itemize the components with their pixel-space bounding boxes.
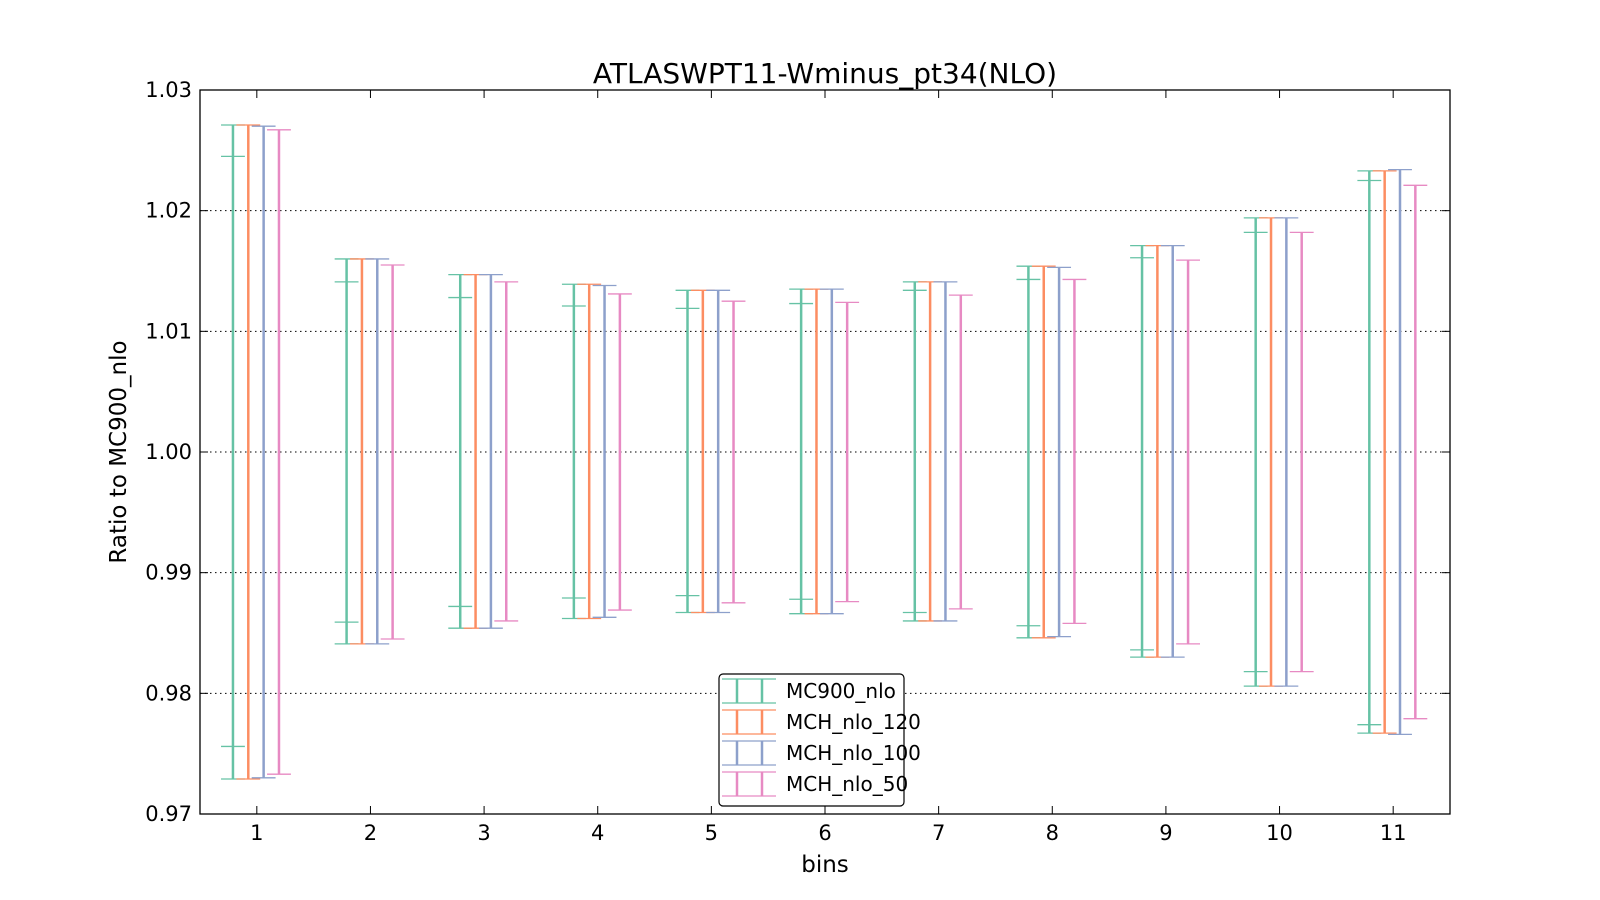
legend-entry: MCH_nlo_120 — [722, 709, 921, 735]
y-tick-label: 0.98 — [145, 681, 192, 705]
y-tick-label: 0.99 — [145, 561, 192, 585]
errorbar-series-2 — [251, 125, 1412, 779]
x-tick-label: 11 — [1380, 821, 1407, 845]
y-tick-label: 1.00 — [145, 440, 192, 464]
y-axis-label: Ratio to MC900_nlo — [106, 340, 132, 563]
x-tick-label: 5 — [705, 821, 718, 845]
legend-label: MC900_nlo — [786, 679, 896, 703]
x-axis-label: bins — [801, 852, 849, 878]
errorbar-series-3 — [267, 129, 1428, 775]
legend-entry: MCH_nlo_50 — [722, 771, 908, 797]
legend-label: MCH_nlo_100 — [786, 741, 921, 765]
errorbar-series-1 — [236, 124, 1397, 780]
y-tick-label: 0.97 — [145, 802, 192, 826]
x-tick-label: 9 — [1159, 821, 1172, 845]
y-tick-label: 1.03 — [145, 78, 192, 102]
x-tick-label: 10 — [1266, 821, 1293, 845]
y-tick-label: 1.02 — [145, 199, 192, 223]
legend: MC900_nlo MCH_nlo_120 MCH_nlo_100 MCH_nlo_5… — [718, 673, 921, 807]
errorbar-series-group — [221, 124, 1428, 780]
x-tick-label: 7 — [932, 821, 945, 845]
x-tick-label: 3 — [477, 821, 490, 845]
legend-entry: MCH_nlo_100 — [722, 740, 921, 766]
chart-title: ATLASWPT11-Wminus_pt34(NLO) — [593, 57, 1057, 90]
x-tick-label: 6 — [818, 821, 831, 845]
x-tick-label: 1 — [250, 821, 263, 845]
legend-entry: MC900_nlo — [722, 678, 896, 704]
axis-ticks: 0.97 0.98 0.99 1.00 1.01 1.02 1.03 1 2 3 4 5 6 7 8 9 10 1… — [145, 78, 1450, 845]
x-tick-label: 4 — [591, 821, 604, 845]
x-tick-label: 8 — [1046, 821, 1059, 845]
legend-label: MCH_nlo_120 — [786, 710, 921, 734]
legend-label: MCH_nlo_50 — [786, 772, 908, 796]
y-tick-label: 1.01 — [145, 319, 192, 343]
legend-box — [718, 673, 905, 807]
x-tick-label: 2 — [364, 821, 377, 845]
